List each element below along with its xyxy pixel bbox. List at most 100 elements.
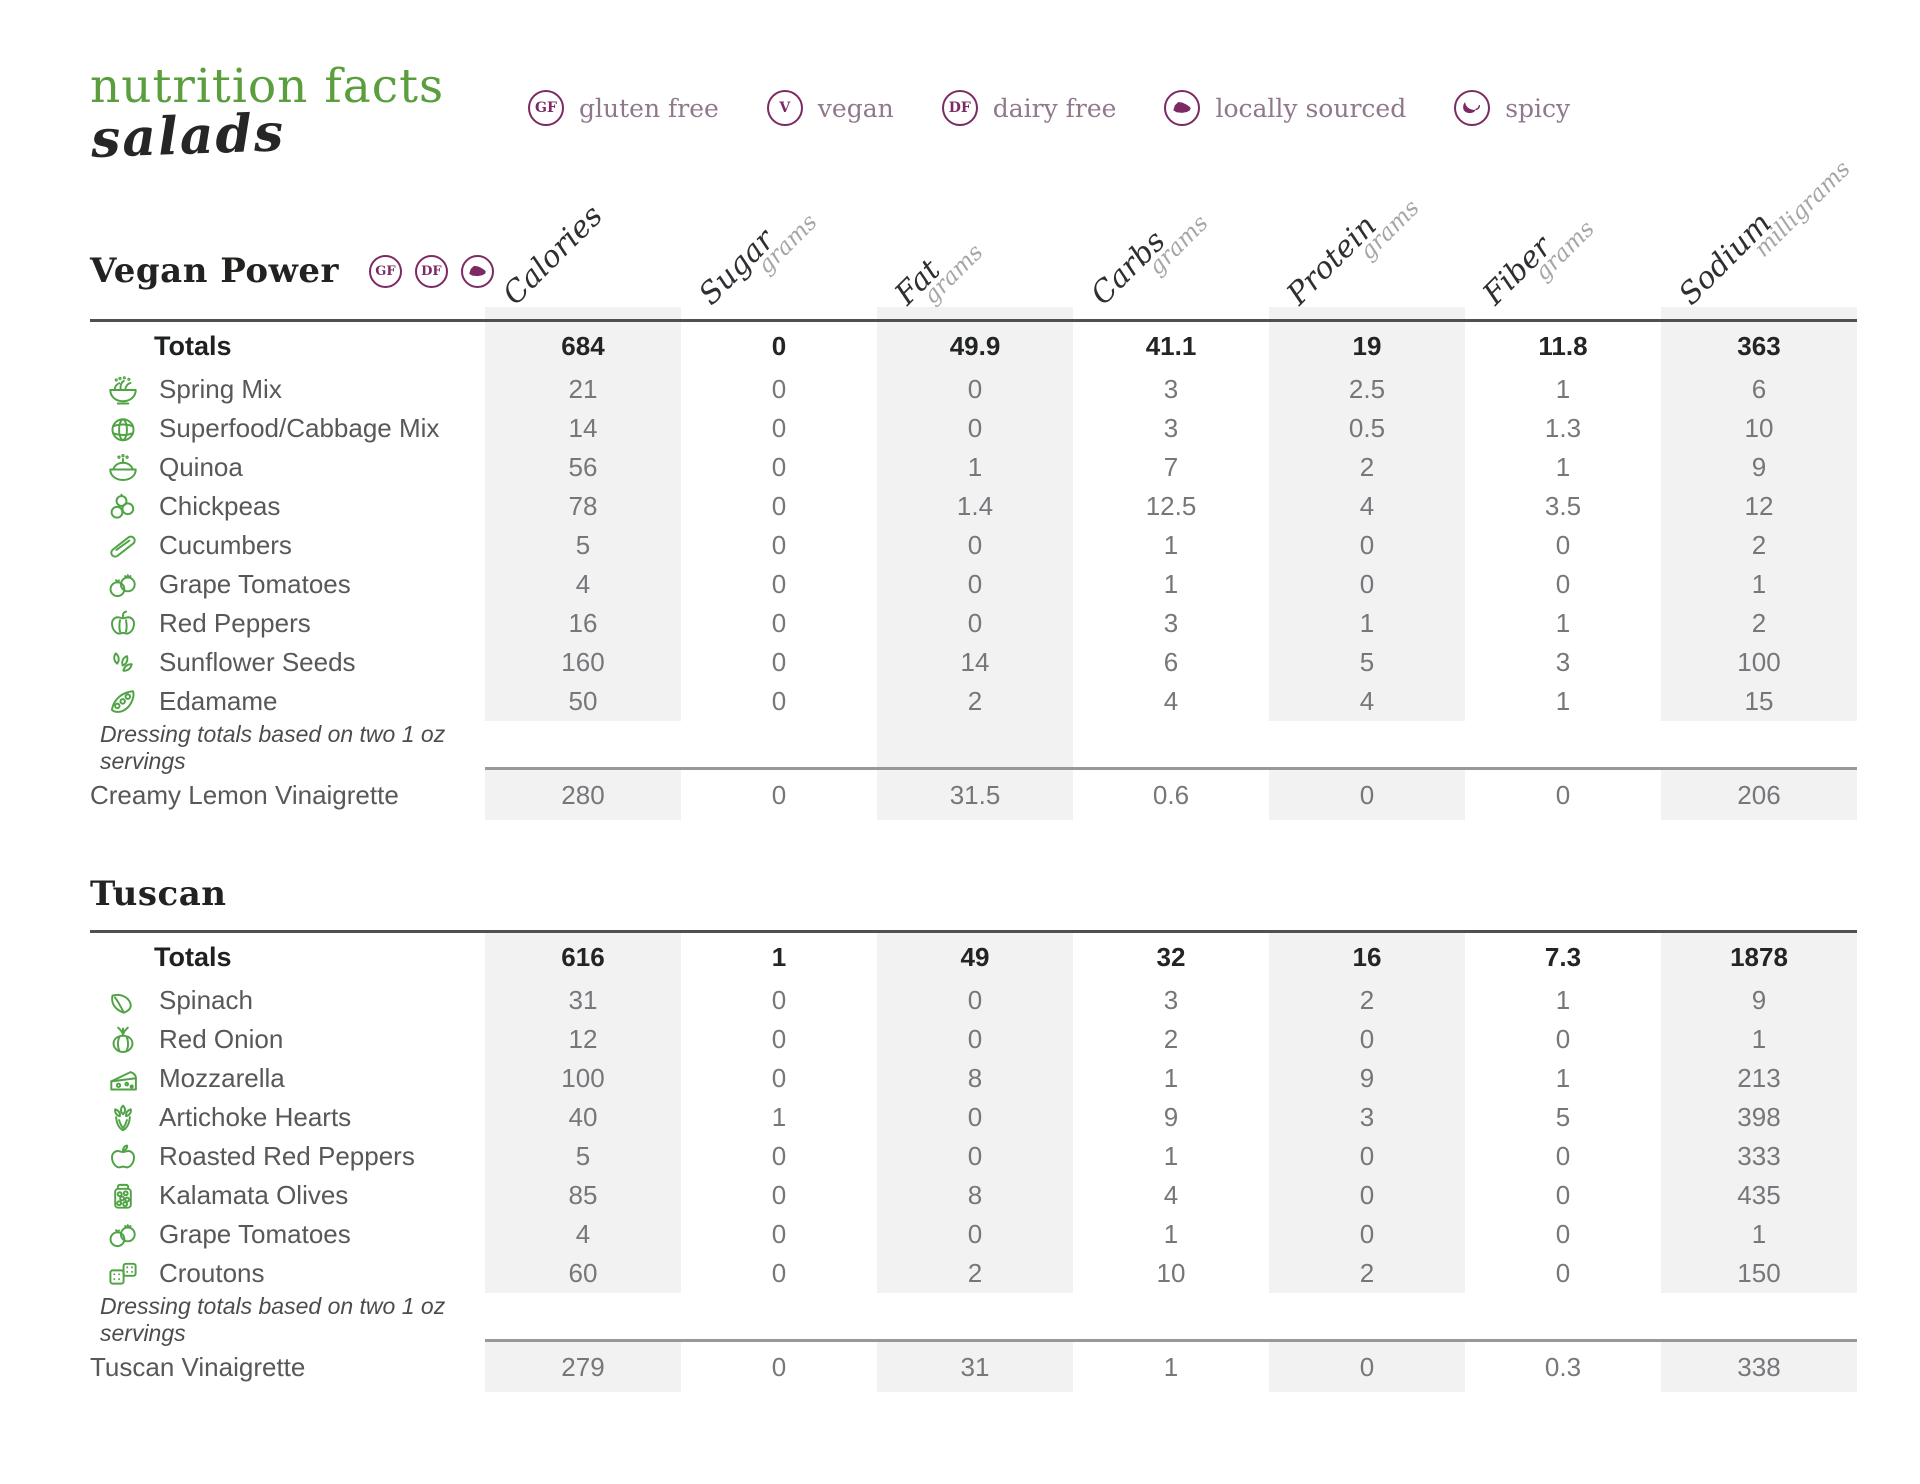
row-value: 1 [1555, 374, 1571, 404]
table-row: Red Peppers 16 0 0 3 1 1 2 [90, 604, 1857, 643]
row-value: 5 [1269, 643, 1465, 682]
row-label: Sunflower Seeds [159, 647, 356, 677]
table-row: Quinoa 56 0 1 7 2 1 9 [90, 448, 1857, 487]
row-value: 9 [1661, 981, 1857, 1020]
dressing-note: Dressing totals based on two 1 oz servin… [100, 721, 446, 774]
totals-value: 11.8 [1538, 330, 1588, 361]
table-row: Grape Tomatoes 4 0 0 1 0 0 1 [90, 1215, 1857, 1254]
state-icon [1164, 90, 1201, 126]
df-badge: DF [414, 254, 448, 288]
row-value: 0 [771, 530, 787, 560]
column-shade-prerow [90, 307, 1857, 319]
row-value: 1 [1661, 565, 1857, 604]
row-label-cell: Mozzarella [90, 1059, 485, 1098]
row-value: 12 [1661, 487, 1857, 526]
vegan-badge: V [766, 90, 803, 126]
dressing-value: 31.5 [877, 767, 1073, 820]
row-label: Cucumbers [159, 530, 292, 560]
row-value: 0 [771, 1258, 787, 1288]
row-value: 85 [485, 1176, 681, 1215]
row-value: 40 [485, 1098, 681, 1137]
dressing-value: 0 [681, 767, 877, 820]
section-title: Vegan Power [90, 251, 339, 291]
totals-value: 49 [877, 933, 1073, 981]
table-top-rule [90, 319, 1857, 322]
row-label-cell: Spinach [90, 981, 485, 1020]
brand: nutrition facts salads [90, 59, 445, 171]
row-value: 0 [1555, 1219, 1571, 1249]
dressing-value: 0 [1465, 767, 1661, 820]
row-value: 3 [1163, 374, 1179, 404]
row-value: 4 [1269, 682, 1465, 721]
row-label-cell: Artichoke Hearts [90, 1098, 485, 1137]
table-row: Cucumbers 5 0 0 1 0 0 2 [90, 526, 1857, 565]
mozzarella-icon [104, 1060, 142, 1098]
row-value: 21 [485, 370, 681, 409]
legend-item-label: locally sourced [1215, 93, 1407, 123]
badge-letters: DF [948, 100, 971, 116]
legend-item-label: vegan [817, 93, 894, 123]
row-value: 3 [1555, 647, 1571, 677]
page-title: nutrition facts [90, 59, 445, 114]
row-value: 0 [771, 452, 787, 482]
row-value: 4 [485, 565, 681, 604]
row-value: 78 [485, 487, 681, 526]
table-row: Spring Mix 21 0 0 3 2.5 1 6 [90, 370, 1857, 409]
row-value: 0 [771, 1063, 787, 1093]
row-value: 16 [485, 604, 681, 643]
row-value: 100 [1661, 643, 1857, 682]
dressing-value: 0.6 [1073, 767, 1269, 820]
legend-item-locally-sourced: locally sourced [1164, 90, 1406, 126]
badge-letters: V [779, 100, 791, 116]
row-label-cell: Edamame [90, 682, 485, 721]
row-value: 1 [1555, 686, 1571, 716]
row-value: 2 [877, 1254, 1073, 1293]
row-value: 2 [1269, 981, 1465, 1020]
table-row: Edamame 50 0 2 4 4 1 15 [90, 682, 1857, 721]
row-label: Spinach [159, 985, 253, 1015]
section-title: Tuscan [90, 874, 227, 914]
dressing-value: 206 [1661, 767, 1857, 820]
dressing-note-row: Dressing totals based on two 1 oz servin… [90, 1293, 1857, 1346]
locally-sourced-badge [460, 254, 494, 288]
table-row: Chickpeas 78 0 1.4 12.5 4 3.5 12 [90, 487, 1857, 526]
totals-row: Totals 616 1 49 32 16 7.3 1878 [90, 933, 1857, 981]
totals-label: Totals [154, 330, 232, 361]
table-row: Sunflower Seeds 160 0 14 6 5 3 100 [90, 643, 1857, 682]
row-value: 6 [1661, 370, 1857, 409]
row-value: 0 [771, 1219, 787, 1249]
row-value: 0 [1555, 1141, 1571, 1171]
row-value: 0 [771, 374, 787, 404]
row-value: 1.4 [877, 487, 1073, 526]
row-value: 333 [1661, 1137, 1857, 1176]
row-value: 2 [1661, 526, 1857, 565]
row-value: 50 [485, 682, 681, 721]
row-value: 5 [485, 1137, 681, 1176]
row-label: Chickpeas [159, 491, 281, 521]
row-value: 1 [877, 448, 1073, 487]
row-value: 3 [1163, 413, 1179, 443]
sections: Vegan Power GF DF Totals 684 0 49.9 41.1 19 11.8 3… [90, 0, 1857, 1392]
dressing-value: 0 [1269, 1339, 1465, 1392]
row-value: 5 [485, 526, 681, 565]
cabbage-icon [104, 410, 142, 448]
table-row: Mozzarella 100 0 8 1 9 1 213 [90, 1059, 1857, 1098]
row-value: 1 [1163, 1219, 1179, 1249]
row-value: 0 [771, 491, 787, 521]
grape-tomatoes-icon [104, 566, 142, 604]
row-value: 0 [771, 608, 787, 638]
totals-value: 7.3 [1544, 941, 1582, 972]
totals-value: 16 [1269, 933, 1465, 981]
row-value: 2 [1661, 604, 1857, 643]
table-row: Croutons 60 0 2 10 2 0 150 [90, 1254, 1857, 1293]
totals-value: 616 [485, 933, 681, 981]
row-label-cell: Red Onion [90, 1020, 485, 1059]
row-value: 0 [877, 1098, 1073, 1137]
row-value: 398 [1661, 1098, 1857, 1137]
legend-item-label: dairy free [992, 93, 1117, 123]
row-value: 1.3 [1544, 413, 1582, 443]
row-value: 0 [1269, 1137, 1465, 1176]
row-value: 6 [1163, 647, 1179, 677]
row-value: 15 [1661, 682, 1857, 721]
